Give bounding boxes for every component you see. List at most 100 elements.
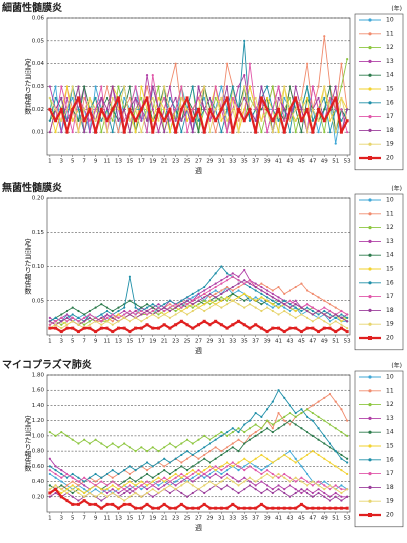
data-point — [185, 438, 189, 441]
data-point — [140, 85, 143, 88]
data-point — [100, 131, 103, 134]
data-point — [243, 268, 246, 272]
data-point — [260, 131, 263, 134]
data-point — [231, 108, 234, 111]
data-point — [128, 446, 131, 449]
data-point — [294, 85, 297, 88]
data-point — [105, 484, 109, 487]
data-point — [180, 96, 183, 100]
data-point — [283, 96, 286, 100]
data-point — [300, 480, 303, 483]
data-point — [208, 285, 212, 289]
data-point — [283, 309, 286, 313]
data-point — [346, 457, 349, 460]
data-point — [100, 320, 103, 323]
data-point — [134, 119, 138, 123]
data-point — [328, 316, 332, 319]
data-point — [65, 108, 69, 111]
x-tick-label: 31 — [218, 516, 225, 522]
data-point — [288, 131, 292, 134]
data-point — [266, 289, 269, 292]
data-point — [77, 131, 80, 134]
data-point — [208, 461, 212, 464]
data-point — [220, 430, 223, 434]
data-point — [317, 85, 320, 88]
data-point — [254, 323, 258, 327]
data-point — [214, 303, 217, 306]
data-point — [277, 131, 280, 134]
data-point — [54, 326, 58, 330]
data-point — [260, 119, 263, 122]
data-point — [208, 323, 212, 327]
data-point — [140, 306, 143, 309]
data-point — [328, 461, 332, 464]
data-point — [294, 108, 297, 111]
data-point — [168, 476, 172, 479]
data-point — [48, 316, 51, 319]
data-point — [65, 96, 69, 100]
data-point — [168, 96, 172, 100]
data-point — [157, 303, 160, 306]
data-point — [54, 469, 57, 472]
data-point — [48, 495, 51, 498]
data-point — [323, 313, 326, 316]
data-point — [283, 119, 286, 122]
data-point — [76, 502, 80, 506]
data-point — [77, 320, 80, 323]
data-point — [48, 491, 52, 495]
data-point — [271, 299, 274, 302]
data-point — [157, 472, 160, 476]
data-point — [208, 131, 212, 134]
data-point — [231, 465, 234, 468]
legend-label: 13 — [386, 238, 394, 245]
data-point — [271, 309, 274, 313]
data-point — [294, 326, 298, 330]
data-point — [60, 316, 63, 319]
data-point — [117, 472, 120, 476]
data-point — [48, 484, 51, 487]
data-point — [323, 442, 326, 445]
data-point — [122, 502, 126, 506]
data-point — [111, 323, 114, 326]
data-point — [185, 303, 189, 306]
data-point — [60, 472, 63, 476]
data-point — [237, 296, 240, 299]
data-point — [151, 484, 154, 487]
data-point — [225, 472, 229, 476]
data-point — [214, 469, 217, 472]
data-point — [266, 469, 269, 472]
data-point — [322, 326, 326, 330]
data-point — [214, 472, 217, 476]
data-point — [300, 411, 303, 415]
data-point — [83, 495, 86, 498]
data-point — [151, 476, 154, 479]
legend-label: 10 — [386, 374, 394, 381]
data-point — [145, 119, 149, 122]
x-tick-label: 7 — [82, 159, 86, 165]
data-point — [128, 491, 131, 495]
x-tick-label: 49 — [321, 516, 328, 522]
data-point — [271, 108, 274, 111]
data-point — [340, 457, 343, 460]
data-point — [197, 450, 200, 453]
data-point — [346, 461, 349, 464]
data-point — [151, 506, 155, 510]
data-point — [174, 457, 177, 460]
legend-marker — [368, 389, 372, 393]
data-point — [288, 289, 292, 292]
y-tick-label: 0.05 — [32, 38, 45, 44]
data-point — [197, 303, 200, 306]
data-point — [54, 323, 57, 326]
y-tick-label: 0.60 — [32, 464, 45, 470]
data-point — [128, 107, 132, 111]
data-point — [140, 465, 143, 468]
data-point — [328, 442, 332, 445]
x-tick-label: 25 — [184, 159, 191, 165]
data-point — [323, 488, 326, 491]
data-point — [197, 506, 200, 510]
data-point — [323, 495, 326, 498]
data-point — [306, 306, 309, 309]
data-point — [105, 488, 109, 491]
x-tick-label: 5 — [71, 516, 75, 522]
data-point — [334, 316, 337, 319]
